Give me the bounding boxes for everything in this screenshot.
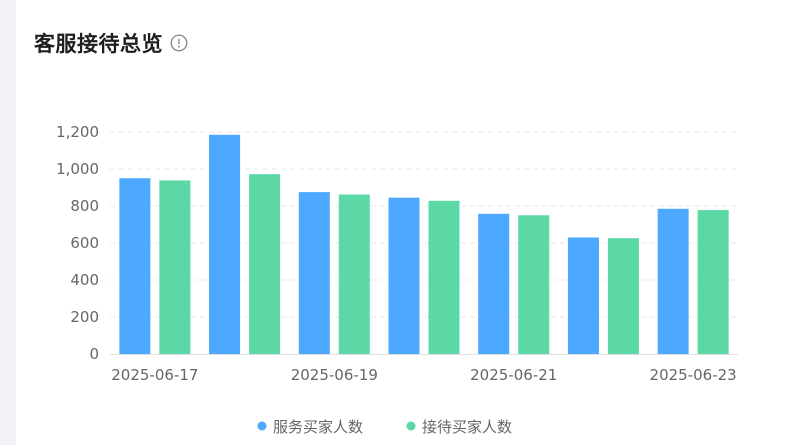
x-tick-label: 2025-06-17 (111, 366, 198, 384)
bar-reception (428, 200, 460, 354)
left-panel-strip (0, 0, 16, 445)
title-row: 客服接待总览 (34, 27, 188, 59)
y-tick-label: 0 (89, 345, 99, 363)
bar-reception (159, 180, 191, 354)
legend-label: 接待买家人数 (422, 418, 512, 436)
bar-service (567, 237, 599, 354)
page-title: 客服接待总览 (34, 32, 163, 56)
x-tick-label: 2025-06-19 (291, 366, 378, 384)
bar-reception (607, 238, 639, 354)
y-tick-label: 600 (70, 234, 99, 252)
bar-service (119, 178, 151, 354)
y-tick-label: 800 (70, 197, 99, 215)
legend-marker (406, 421, 416, 431)
y-tick-label: 400 (70, 271, 99, 289)
bar-reception (249, 174, 281, 354)
legend-label: 服务买家人数 (273, 418, 363, 436)
bar-reception (697, 210, 729, 354)
bar-service (478, 213, 510, 354)
bar-reception (518, 215, 550, 354)
bar-service (388, 197, 420, 354)
x-tick-label: 2025-06-23 (650, 366, 737, 384)
bar-service (657, 208, 689, 354)
bar-service (209, 134, 241, 354)
bar-service (298, 192, 330, 354)
legend-marker (257, 421, 267, 431)
bar-reception (338, 194, 370, 354)
y-tick-label: 200 (70, 308, 99, 326)
y-tick-label: 1,000 (56, 160, 99, 178)
x-tick-label: 2025-06-21 (470, 366, 557, 384)
info-circle-icon[interactable] (170, 34, 188, 52)
y-tick-label: 1,200 (56, 123, 99, 141)
